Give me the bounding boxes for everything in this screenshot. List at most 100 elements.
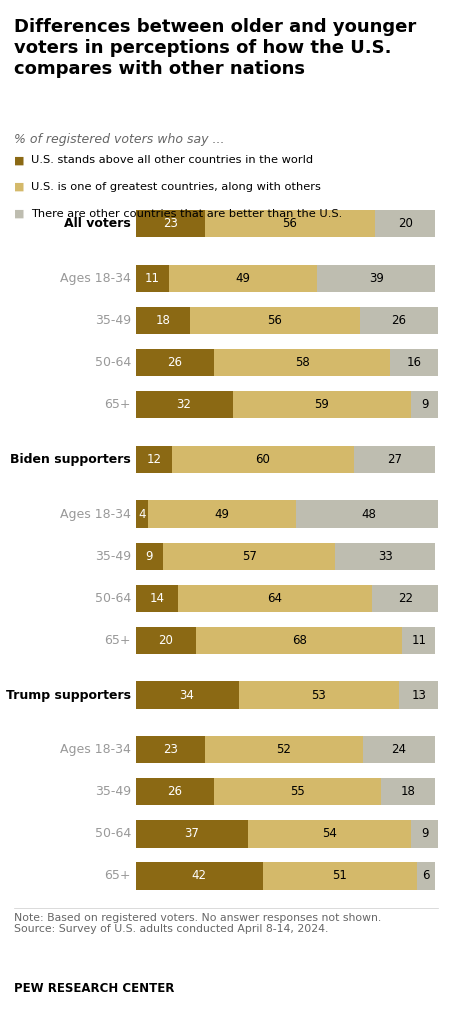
Text: 51: 51 — [332, 870, 347, 883]
Bar — [262, 862, 416, 890]
Text: ■: ■ — [14, 182, 24, 192]
Text: 53: 53 — [311, 688, 326, 702]
Text: 6: 6 — [422, 870, 429, 883]
Text: 56: 56 — [282, 217, 297, 230]
Bar — [238, 681, 398, 709]
Bar — [410, 820, 437, 847]
Text: ■: ■ — [14, 155, 24, 166]
Bar — [410, 391, 437, 418]
Text: 39: 39 — [368, 272, 383, 285]
Bar — [214, 349, 389, 376]
Text: 9: 9 — [420, 398, 428, 411]
Text: 20: 20 — [158, 634, 173, 647]
Text: 20: 20 — [397, 217, 412, 230]
Bar — [135, 542, 162, 570]
Bar — [135, 736, 205, 763]
Text: 4: 4 — [138, 507, 145, 521]
Text: 34: 34 — [179, 688, 194, 702]
Text: Ages 18-34: Ages 18-34 — [60, 743, 131, 756]
Text: 18: 18 — [400, 786, 414, 798]
Text: 58: 58 — [294, 356, 309, 369]
Bar — [398, 681, 437, 709]
Text: Ages 18-34: Ages 18-34 — [60, 507, 131, 521]
Text: 55: 55 — [290, 786, 304, 798]
Text: 64: 64 — [267, 591, 282, 605]
Text: 27: 27 — [386, 453, 401, 465]
Text: 35-49: 35-49 — [95, 549, 131, 563]
Text: 22: 22 — [397, 591, 412, 605]
Text: 23: 23 — [163, 217, 178, 230]
Bar — [135, 820, 247, 847]
Bar — [162, 542, 335, 570]
Bar — [371, 584, 437, 612]
Text: 26: 26 — [167, 786, 182, 798]
Bar — [295, 500, 441, 528]
Text: Ages 18-34: Ages 18-34 — [60, 272, 131, 285]
Text: Differences between older and younger
voters in perceptions of how the U.S.
comp: Differences between older and younger vo… — [14, 18, 415, 78]
Text: ■: ■ — [14, 209, 24, 219]
Text: 32: 32 — [176, 398, 191, 411]
Text: 50-64: 50-64 — [95, 356, 131, 369]
Text: % of registered voters who say ...: % of registered voters who say ... — [14, 133, 224, 146]
Text: 68: 68 — [291, 634, 306, 647]
Bar — [362, 736, 434, 763]
Bar — [135, 681, 238, 709]
Bar — [353, 446, 434, 473]
Text: 65+: 65+ — [104, 398, 131, 411]
Text: 14: 14 — [149, 591, 164, 605]
Bar — [416, 862, 434, 890]
Text: 16: 16 — [406, 356, 421, 369]
Bar — [135, 500, 147, 528]
Bar — [380, 779, 434, 805]
Bar — [232, 391, 410, 418]
Text: 9: 9 — [420, 828, 428, 840]
Bar — [190, 307, 359, 335]
Text: 52: 52 — [276, 743, 291, 756]
Text: 33: 33 — [377, 549, 392, 563]
Bar — [135, 862, 262, 890]
Text: 12: 12 — [146, 453, 161, 465]
Text: 50-64: 50-64 — [95, 828, 131, 840]
Bar — [171, 446, 353, 473]
Text: Note: Based on registered voters. No answer responses not shown.
Source: Survey : Note: Based on registered voters. No ans… — [14, 913, 380, 934]
Bar — [135, 210, 205, 237]
Text: 57: 57 — [241, 549, 256, 563]
Text: 48: 48 — [360, 507, 375, 521]
Bar — [205, 210, 374, 237]
Text: 18: 18 — [155, 314, 170, 327]
Bar — [135, 265, 169, 293]
Text: PEW RESEARCH CENTER: PEW RESEARCH CENTER — [14, 982, 174, 995]
Text: 49: 49 — [235, 272, 250, 285]
Bar — [135, 391, 232, 418]
Text: 26: 26 — [391, 314, 405, 327]
Bar — [135, 307, 190, 335]
Text: U.S. is one of greatest countries, along with others: U.S. is one of greatest countries, along… — [31, 182, 320, 192]
Text: U.S. stands above all other countries in the world: U.S. stands above all other countries in… — [31, 155, 312, 166]
Bar — [147, 500, 295, 528]
Bar — [389, 349, 437, 376]
Text: 42: 42 — [191, 870, 206, 883]
Text: 26: 26 — [167, 356, 182, 369]
Text: 49: 49 — [214, 507, 229, 521]
Bar — [178, 584, 371, 612]
Text: 35-49: 35-49 — [95, 786, 131, 798]
Bar — [135, 349, 214, 376]
Text: 11: 11 — [144, 272, 159, 285]
Text: 37: 37 — [184, 828, 198, 840]
Bar — [247, 820, 410, 847]
Bar — [335, 542, 434, 570]
Text: All voters: All voters — [64, 217, 131, 230]
Bar — [359, 307, 437, 335]
Bar — [214, 779, 380, 805]
Text: Trump supporters: Trump supporters — [6, 688, 131, 702]
Text: 59: 59 — [314, 398, 329, 411]
Bar — [135, 627, 196, 654]
Text: 54: 54 — [321, 828, 336, 840]
Text: 60: 60 — [255, 453, 270, 465]
Bar — [374, 210, 434, 237]
Text: 9: 9 — [145, 549, 152, 563]
Bar — [205, 736, 362, 763]
Text: 24: 24 — [391, 743, 405, 756]
Bar — [196, 627, 401, 654]
Text: 23: 23 — [163, 743, 178, 756]
